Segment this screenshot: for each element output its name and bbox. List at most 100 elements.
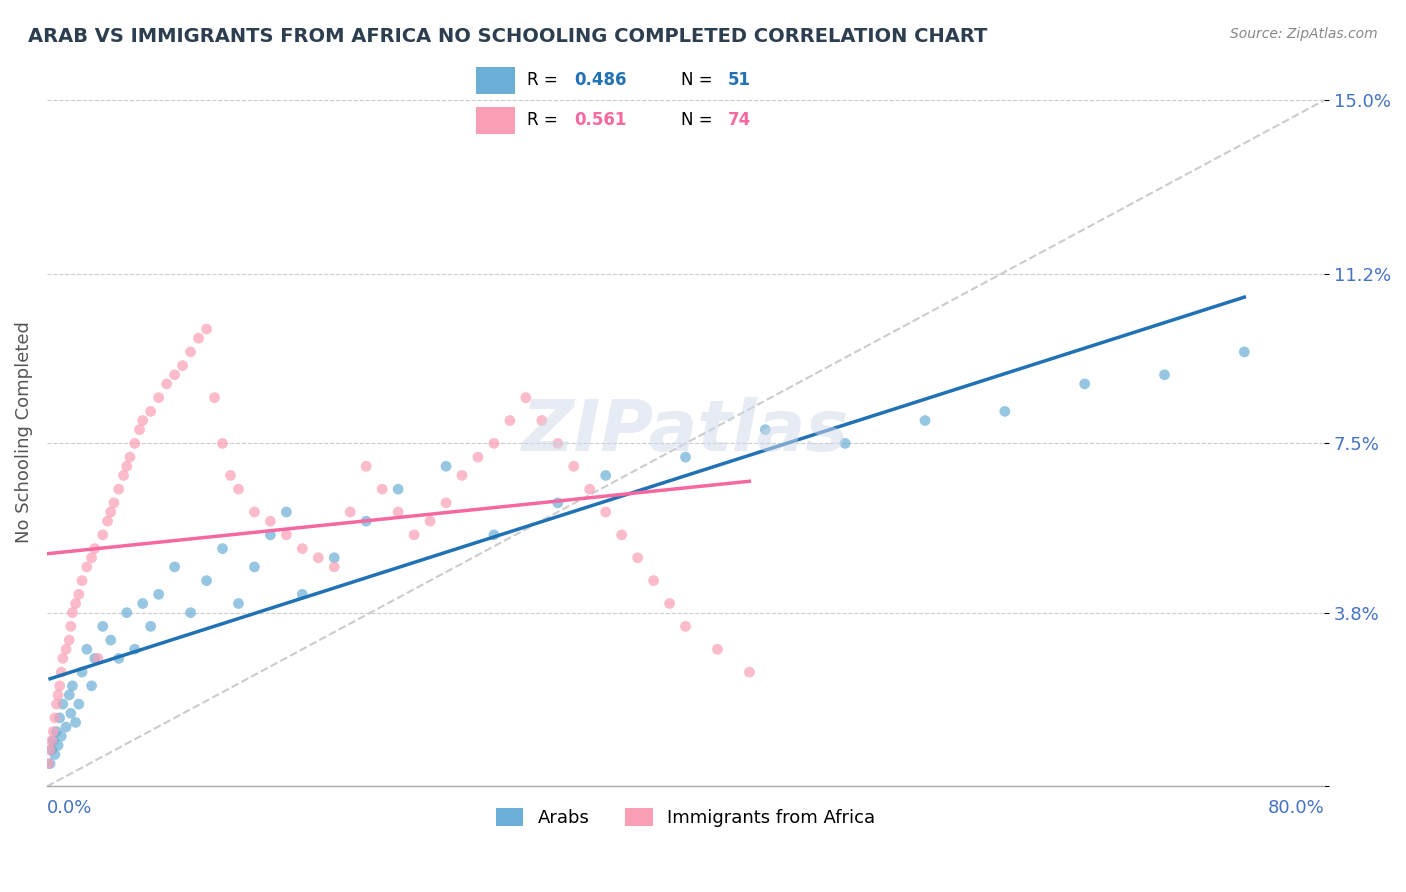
- Point: [228, 597, 250, 611]
- Point: [675, 619, 697, 633]
- Point: [467, 450, 489, 464]
- Text: ARAB VS IMMIGRANTS FROM AFRICA NO SCHOOLING COMPLETED CORRELATION CHART: ARAB VS IMMIGRANTS FROM AFRICA NO SCHOOL…: [28, 27, 987, 45]
- Point: [323, 550, 346, 565]
- Point: [482, 436, 505, 450]
- Point: [70, 665, 93, 679]
- Point: [387, 505, 409, 519]
- Point: [96, 514, 118, 528]
- Point: [44, 711, 66, 725]
- Point: [643, 574, 665, 588]
- Point: [107, 651, 129, 665]
- Point: [67, 697, 90, 711]
- Point: [41, 743, 63, 757]
- Point: [187, 331, 209, 345]
- Point: [211, 541, 233, 556]
- Point: [112, 468, 135, 483]
- Point: [547, 436, 569, 450]
- Point: [51, 729, 73, 743]
- Point: [55, 720, 77, 734]
- Point: [48, 711, 70, 725]
- Point: [37, 756, 59, 771]
- Point: [180, 606, 202, 620]
- Point: [118, 450, 141, 464]
- Point: [115, 606, 138, 620]
- Point: [55, 642, 77, 657]
- Point: [291, 541, 314, 556]
- Point: [48, 679, 70, 693]
- Point: [259, 514, 281, 528]
- Point: [515, 391, 537, 405]
- Point: [59, 706, 82, 721]
- Point: [41, 733, 63, 747]
- Point: [76, 642, 98, 657]
- Point: [44, 747, 66, 762]
- Point: [419, 514, 441, 528]
- Point: [339, 505, 361, 519]
- Point: [243, 560, 266, 574]
- Point: [163, 368, 186, 382]
- Point: [595, 468, 617, 483]
- Point: [706, 642, 728, 657]
- Text: N =: N =: [681, 112, 717, 129]
- Point: [46, 688, 69, 702]
- Point: [371, 482, 394, 496]
- Point: [562, 459, 585, 474]
- Point: [243, 505, 266, 519]
- Point: [195, 574, 218, 588]
- Point: [115, 459, 138, 474]
- Point: [547, 496, 569, 510]
- Legend: Arabs, Immigrants from Africa: Arabs, Immigrants from Africa: [489, 800, 883, 834]
- Point: [738, 665, 761, 679]
- Point: [195, 322, 218, 336]
- Point: [434, 459, 457, 474]
- Text: N =: N =: [681, 71, 717, 89]
- Point: [46, 739, 69, 753]
- Point: [91, 528, 114, 542]
- Point: [107, 482, 129, 496]
- Point: [172, 359, 194, 373]
- Point: [658, 597, 681, 611]
- Point: [62, 679, 84, 693]
- Point: [39, 756, 62, 771]
- Text: 51: 51: [728, 71, 751, 89]
- Point: [211, 436, 233, 450]
- Point: [148, 587, 170, 601]
- Point: [131, 597, 153, 611]
- Point: [139, 619, 162, 633]
- Point: [451, 468, 474, 483]
- Point: [45, 724, 67, 739]
- Point: [91, 619, 114, 633]
- Point: [578, 482, 600, 496]
- Text: 0.0%: 0.0%: [46, 799, 93, 817]
- Point: [124, 642, 146, 657]
- Point: [156, 376, 179, 391]
- Point: [482, 528, 505, 542]
- Point: [80, 550, 103, 565]
- Point: [675, 450, 697, 464]
- Point: [70, 574, 93, 588]
- Point: [65, 715, 87, 730]
- Text: 0.561: 0.561: [574, 112, 627, 129]
- Point: [627, 550, 650, 565]
- Point: [1153, 368, 1175, 382]
- Point: [914, 413, 936, 427]
- Point: [52, 697, 75, 711]
- Text: 74: 74: [728, 112, 751, 129]
- Point: [219, 468, 242, 483]
- Point: [42, 733, 65, 747]
- Point: [45, 697, 67, 711]
- Point: [124, 436, 146, 450]
- Point: [100, 633, 122, 648]
- Point: [148, 391, 170, 405]
- Point: [499, 413, 522, 427]
- Point: [76, 560, 98, 574]
- Point: [62, 606, 84, 620]
- Point: [139, 404, 162, 418]
- Point: [131, 413, 153, 427]
- Text: 0.486: 0.486: [574, 71, 627, 89]
- Point: [39, 743, 62, 757]
- Point: [276, 528, 298, 542]
- Point: [52, 651, 75, 665]
- Point: [83, 541, 105, 556]
- Point: [834, 436, 856, 450]
